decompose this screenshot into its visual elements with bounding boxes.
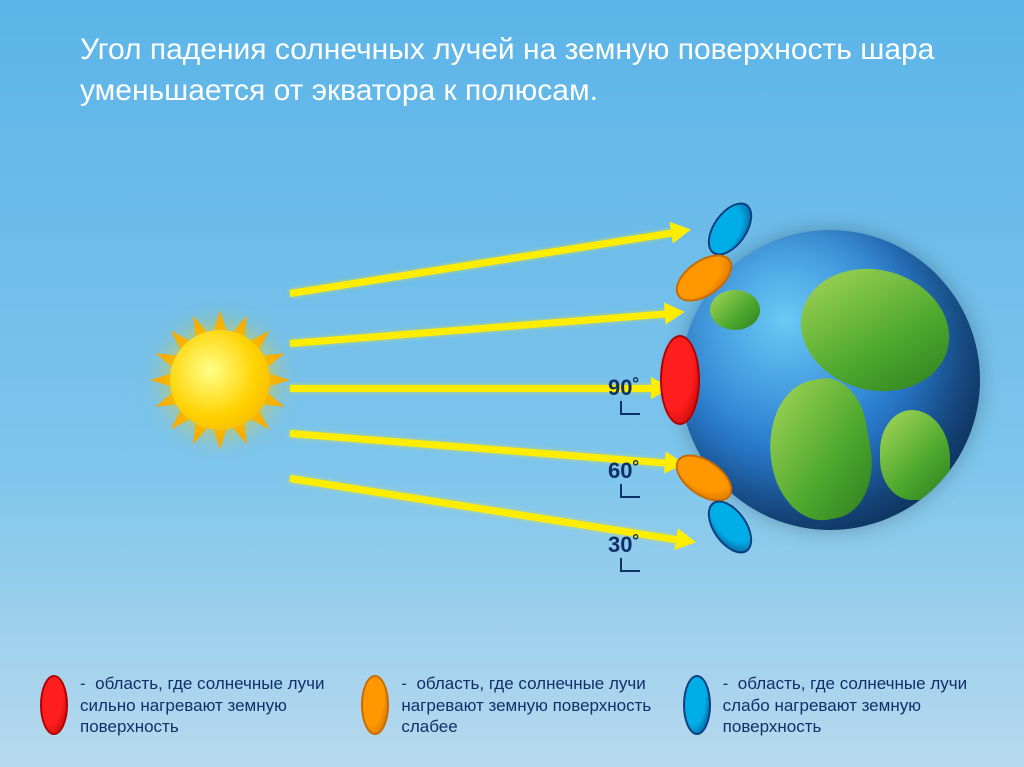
ray-arrow bbox=[289, 229, 675, 297]
legend-swatch-blue bbox=[683, 675, 711, 735]
ray-arrow bbox=[290, 310, 669, 347]
angle-label: 30˚ bbox=[608, 532, 640, 558]
angle-label: 60˚ bbox=[608, 458, 640, 484]
incidence-ellipse bbox=[660, 335, 700, 425]
sun bbox=[150, 310, 290, 450]
angle-mark bbox=[620, 484, 640, 498]
continent bbox=[880, 410, 950, 500]
angle-label: 90˚ bbox=[608, 375, 640, 401]
legend-text: - область, где солнечные лучи нагревают … bbox=[401, 673, 662, 737]
legend-item-hot: - область, где солнечные лучи сильно наг… bbox=[40, 673, 341, 737]
diagram-area: 90˚ 60˚ 30˚ bbox=[0, 180, 1024, 580]
legend-item-cold: - область, где солнечные лучи слабо нагр… bbox=[683, 673, 984, 737]
angle-mark bbox=[620, 558, 640, 572]
ray-arrow bbox=[290, 385, 655, 392]
continent bbox=[710, 290, 760, 330]
legend: - область, где солнечные лучи сильно наг… bbox=[40, 673, 984, 737]
legend-swatch-orange bbox=[361, 675, 389, 735]
legend-swatch-red bbox=[40, 675, 68, 735]
legend-text: - область, где солнечные лучи сильно наг… bbox=[80, 673, 341, 737]
sun-core bbox=[170, 330, 270, 430]
slide-title: Угол падения солнечных лучей на земную п… bbox=[80, 30, 944, 111]
angle-mark bbox=[620, 401, 640, 415]
legend-text: - область, где солнечные лучи слабо нагр… bbox=[723, 673, 984, 737]
continent bbox=[759, 372, 882, 527]
legend-item-medium: - область, где солнечные лучи нагревают … bbox=[361, 673, 662, 737]
